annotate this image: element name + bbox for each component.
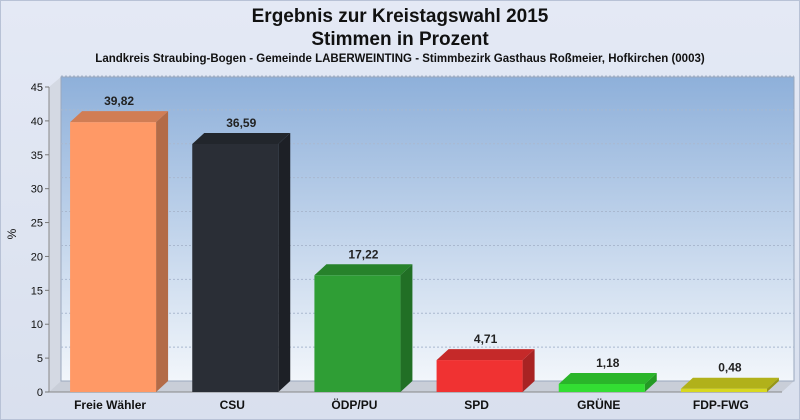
x-tick-labels: Freie Wähler CSU ÖDP/PU SPD GRÜNE FDP-FWG xyxy=(74,397,749,412)
bar xyxy=(680,388,767,392)
x-tick-label: Freie Wähler xyxy=(74,398,146,412)
data-label: 4,71 xyxy=(474,332,498,346)
bar xyxy=(436,360,523,392)
chart-title: Ergebnis zur Kreistagswahl 2015 xyxy=(251,6,549,27)
x-tick-label: GRÜNE xyxy=(577,397,620,412)
bar-top xyxy=(70,111,169,123)
y-tick-label: 30 xyxy=(31,184,43,196)
y-tick-label: 0 xyxy=(37,387,43,399)
y-tick-label: 35 xyxy=(31,150,43,162)
data-label: 17,22 xyxy=(348,247,378,261)
side-wall xyxy=(49,77,61,392)
bar-group: 39,82 xyxy=(70,94,169,392)
x-tick-label: CSU xyxy=(220,398,245,412)
y-tick-labels: 0 5 10 15 20 25 30 35 40 45 xyxy=(31,82,49,399)
data-label: 39,82 xyxy=(104,94,134,108)
bar-side xyxy=(522,349,535,392)
x-tick-label: SPD xyxy=(464,398,489,412)
bar xyxy=(558,384,645,392)
y-tick-label: 10 xyxy=(31,319,43,331)
bar-side xyxy=(400,264,413,392)
chart-caption: Landkreis Straubing-Bogen - Gemeinde LAB… xyxy=(95,53,705,65)
chart-subtitle: Stimmen in Prozent xyxy=(311,29,489,50)
bar-side xyxy=(278,133,291,393)
bar xyxy=(192,144,279,392)
bars: 39,82 36,59 17,22 4,71 1,18 0,48 xyxy=(70,94,779,393)
y-tick-label: 40 xyxy=(31,116,43,128)
y-tick-label: 25 xyxy=(31,218,43,230)
x-tick-label: FDP-FWG xyxy=(693,398,749,412)
bar-group: 17,22 xyxy=(314,247,413,392)
bar-top xyxy=(192,133,291,145)
bar-side xyxy=(766,377,779,392)
bar-top xyxy=(680,377,779,389)
bar-group: 4,71 xyxy=(436,332,535,392)
bar-side xyxy=(156,111,169,392)
x-tick-label: ÖDP/PU xyxy=(331,397,377,412)
data-label: 0,48 xyxy=(718,361,742,375)
bar xyxy=(314,275,401,392)
plot-area xyxy=(60,76,795,382)
y-axis-label: % xyxy=(5,228,19,239)
y-tick-label: 5 xyxy=(37,353,43,365)
data-label: 1,18 xyxy=(596,356,620,370)
bar-group: 36,59 xyxy=(192,116,291,393)
bar-top xyxy=(436,349,535,361)
data-label: 36,59 xyxy=(226,116,256,130)
bar-top xyxy=(314,264,413,276)
bar-group: 1,18 xyxy=(558,356,657,392)
y-tick-label: 45 xyxy=(31,82,43,94)
y-tick-label: 15 xyxy=(31,285,43,297)
bar-top xyxy=(558,373,657,385)
bar xyxy=(70,122,157,392)
y-tick-label: 20 xyxy=(31,251,43,263)
bar-group: 0,48 xyxy=(680,361,779,392)
bar-side xyxy=(644,373,657,392)
